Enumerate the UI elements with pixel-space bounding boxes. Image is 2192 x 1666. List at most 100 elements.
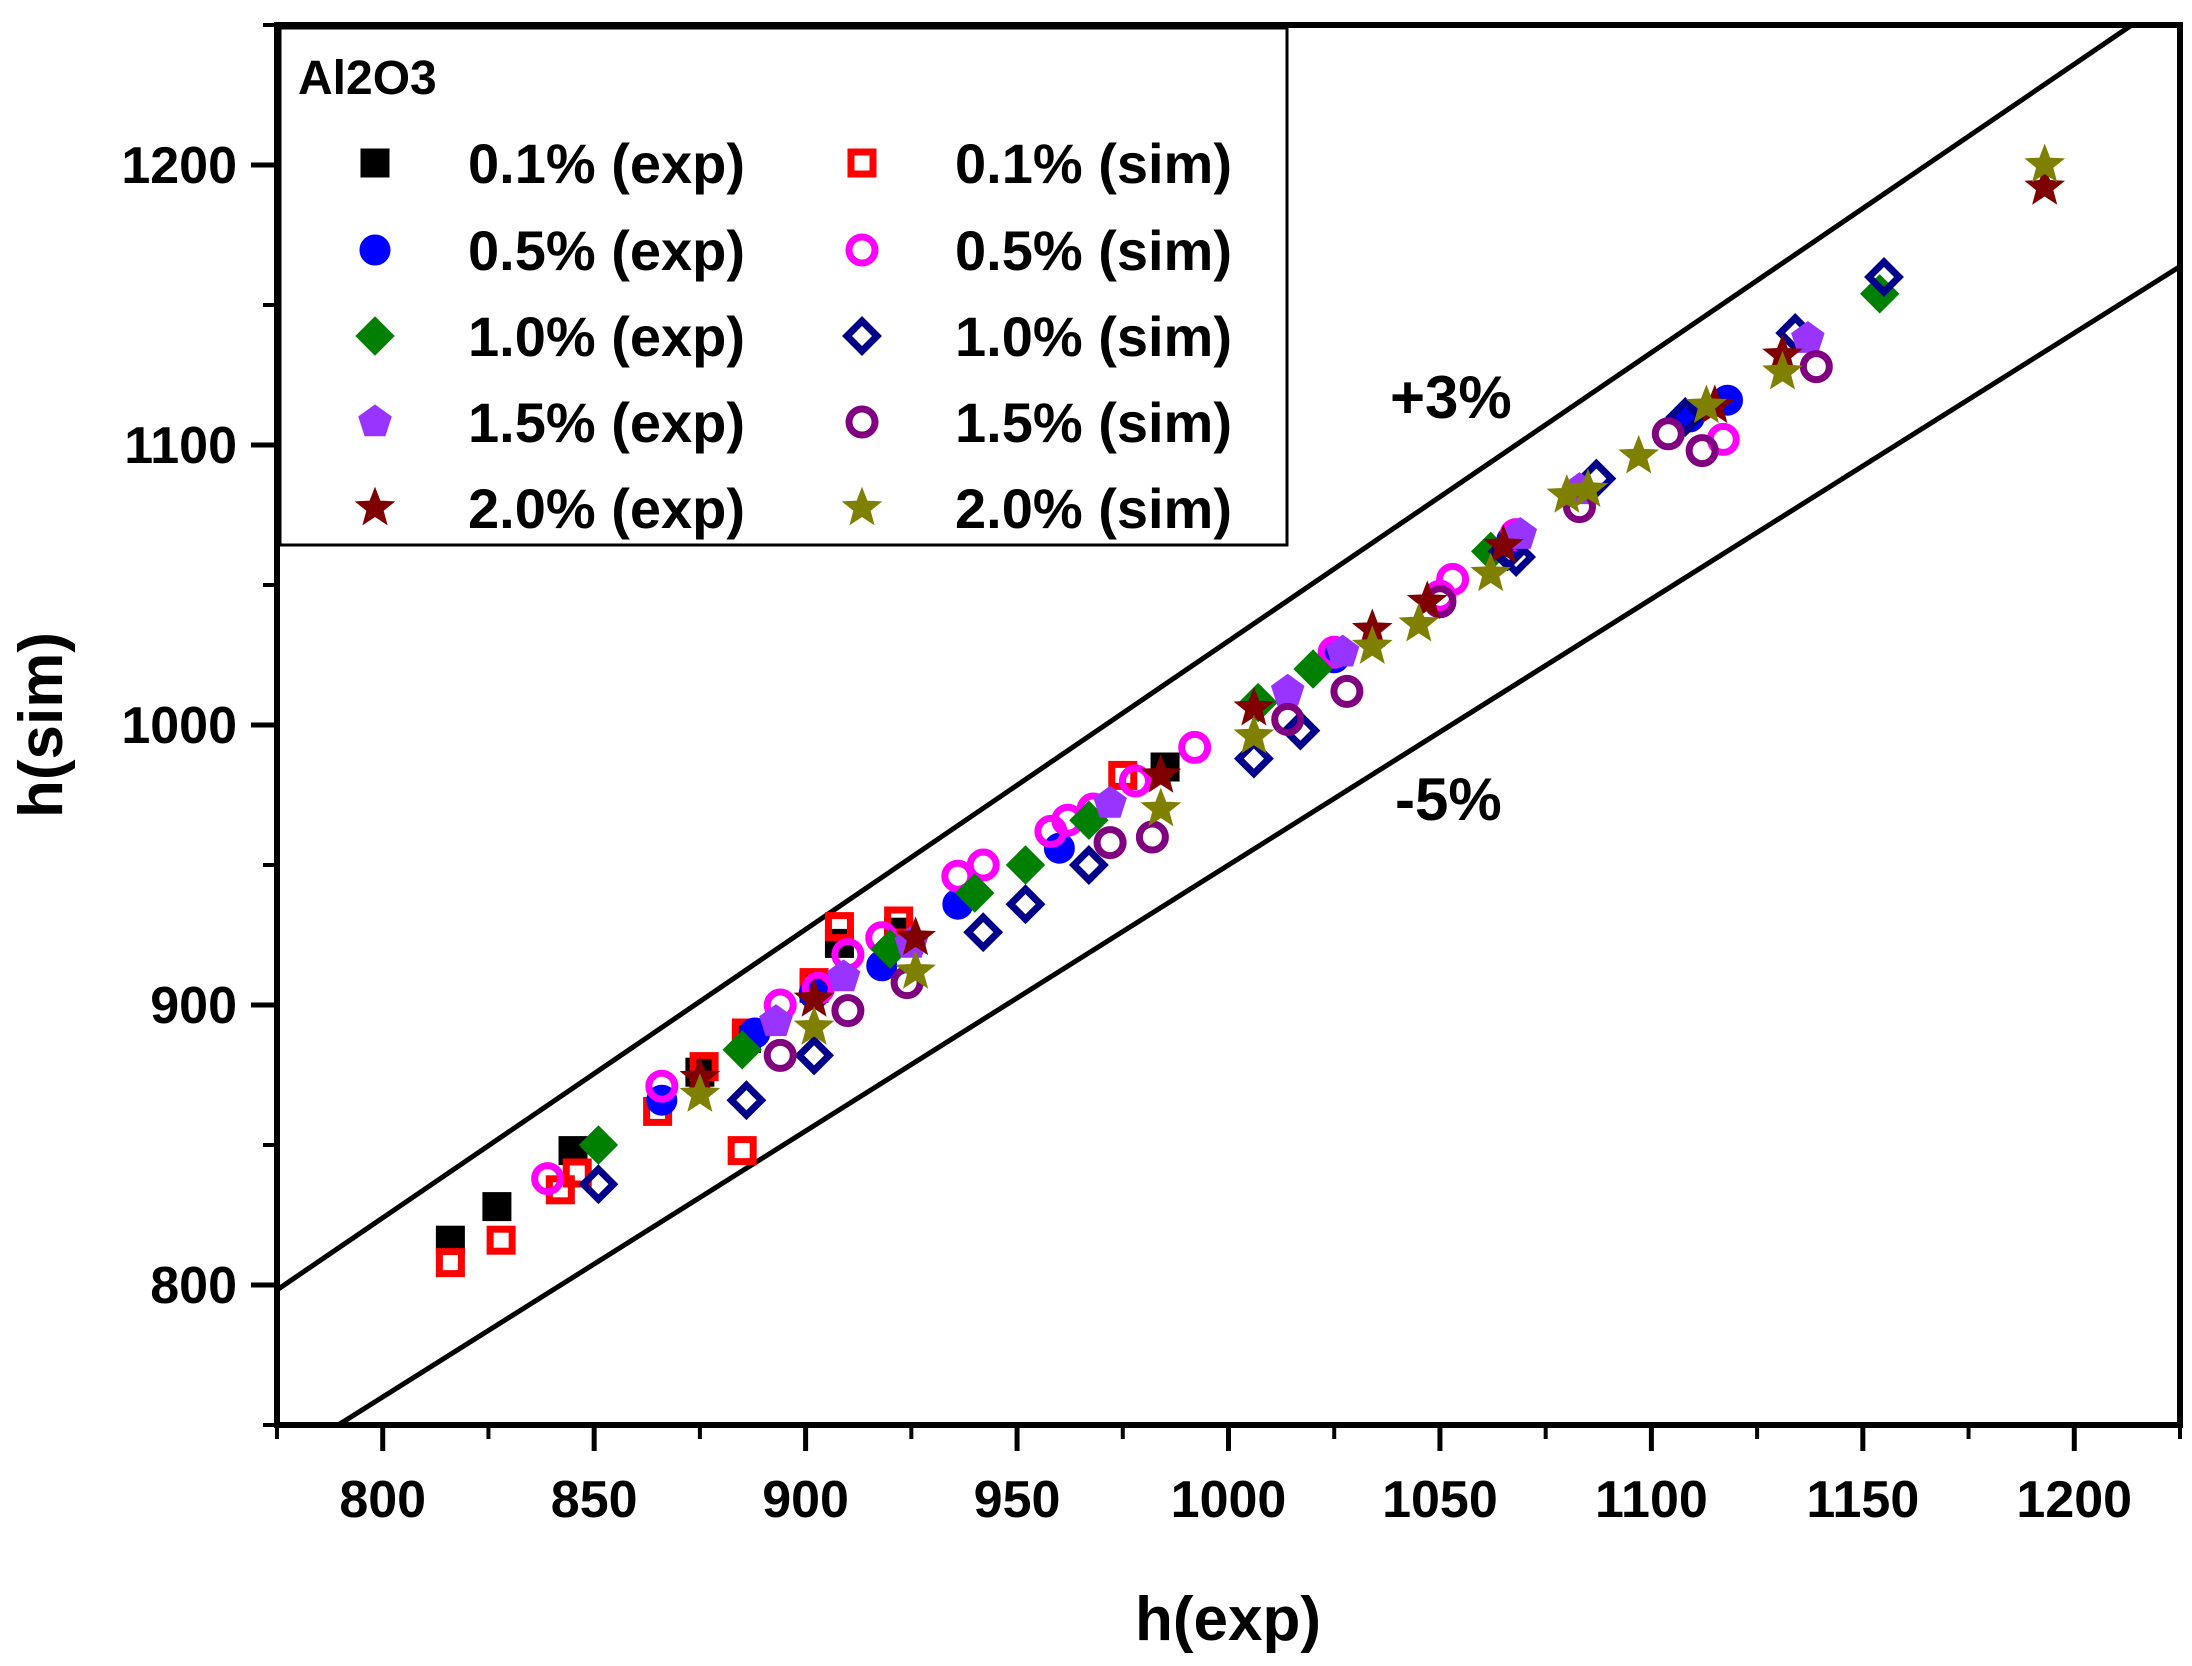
legend-label: 2.0% (sim) [955, 477, 1232, 540]
data-point [578, 1125, 619, 1165]
data-point [1470, 552, 1512, 592]
x-tick-label: 1100 [1595, 1471, 1708, 1529]
reference-line-plus-3-percent [275, 22, 2134, 1292]
data-point [1178, 730, 1212, 764]
legend-label: 1.5% (exp) [468, 391, 745, 454]
data-point [562, 1158, 592, 1188]
legend-label: 0.1% (exp) [468, 132, 745, 195]
data-point [1618, 434, 1660, 474]
x-tick-label: 1200 [2016, 1471, 2132, 1529]
data-point [793, 1005, 835, 1045]
x-tick-label: 1050 [1382, 1471, 1498, 1529]
data-point [1005, 884, 1046, 925]
data-point [1140, 787, 1182, 827]
data-point [1093, 826, 1127, 860]
data-point [1651, 417, 1685, 451]
legend-label: 0.5% (sim) [955, 219, 1232, 282]
data-point [727, 1136, 757, 1166]
x-tick-label: 850 [551, 1471, 638, 1529]
data-point [941, 859, 975, 893]
data-point [482, 1192, 512, 1222]
legend-marker [845, 405, 879, 439]
data-point [963, 912, 1004, 953]
y-tick-label: 1200 [121, 137, 237, 195]
x-tick-label: 1150 [1806, 1471, 1919, 1529]
data-point [679, 1073, 721, 1112]
y-tick-label: 1000 [121, 697, 237, 755]
y-tick-label: 1100 [124, 417, 237, 475]
legend-marker [358, 404, 392, 437]
legend-marker [842, 316, 882, 356]
data-point [2024, 165, 2066, 205]
legend-marker [355, 316, 395, 356]
data-point [1406, 580, 1448, 620]
legend-box [278, 26, 1289, 547]
data-point [1762, 350, 1803, 390]
legend: Al2O3 0.1% (exp) 0.1% (sim) 0.5% (exp) 0.5%… [278, 26, 1289, 547]
data-point [1293, 649, 1333, 689]
data-point [1135, 820, 1169, 854]
data-point [1799, 350, 1833, 384]
data-point [1093, 785, 1127, 818]
data-point [1685, 434, 1719, 468]
data-point [826, 959, 861, 992]
plus-3-percent-label: +3% [1390, 364, 1512, 431]
data-point [1271, 702, 1305, 736]
legend-label: 1.0% (exp) [468, 305, 745, 368]
data-point [1118, 764, 1152, 798]
y-axis: 800 900 1000 1100 1200 [121, 23, 277, 1427]
legend-marker [359, 234, 391, 266]
data-point [895, 949, 936, 989]
data-point [895, 916, 936, 956]
data-point [1005, 845, 1046, 885]
data-point [1398, 602, 1440, 642]
data-point [1280, 710, 1321, 751]
data-point [1325, 634, 1360, 667]
data-point [1233, 714, 1275, 754]
x-axis-title: h(exp) [1135, 1585, 1321, 1654]
data-point [435, 1248, 465, 1278]
minus-5-percent-label: -5% [1395, 766, 1502, 833]
data-point [1483, 524, 1524, 564]
y-tick-label: 800 [150, 1257, 237, 1315]
x-tick-label: 1000 [1171, 1471, 1287, 1529]
legend-items: 0.1% (exp) 0.1% (sim) 0.5% (exp) 0.5% (sim)… [354, 132, 1232, 540]
data-point [1233, 738, 1274, 779]
data-point [531, 1162, 565, 1196]
data-point [794, 1035, 835, 1076]
legend-marker [841, 486, 883, 526]
legend-label: 0.5% (exp) [468, 219, 745, 282]
data-point [1685, 384, 1727, 424]
data-point [1567, 468, 1609, 508]
legend-marker [360, 148, 390, 178]
data-point [955, 873, 995, 913]
x-tick-label: 800 [339, 1471, 426, 1529]
data-point [763, 1038, 797, 1072]
data-point [486, 1225, 516, 1255]
data-point [1351, 625, 1393, 664]
legend-title: Al2O3 [298, 52, 437, 105]
legend-marker [354, 486, 396, 526]
data-point [824, 912, 854, 942]
data-point [722, 1030, 762, 1070]
legend-marker [847, 148, 877, 178]
reference-line-minus-5-percent [336, 264, 2182, 1428]
data-point [578, 1164, 619, 1205]
data-points [435, 143, 2066, 1278]
data-point [831, 994, 865, 1028]
y-axis-title: h(sim) [7, 632, 76, 818]
legend-label: 1.0% (sim) [955, 305, 1232, 368]
data-point [1864, 257, 1904, 297]
data-point [645, 1069, 679, 1103]
x-tick-label: 900 [762, 1471, 849, 1529]
legend-label: 1.5% (sim) [955, 391, 1232, 454]
legend-label: 0.1% (sim) [955, 132, 1232, 195]
data-point [1665, 397, 1706, 437]
x-axis: 800 850 900 950 1000 1050 1100 1150 1200 [275, 1425, 2182, 1529]
data-point [1140, 753, 1182, 793]
data-point [2024, 143, 2066, 183]
y-tick-label: 900 [150, 977, 237, 1035]
data-point [1068, 845, 1109, 885]
x-tick-label: 950 [974, 1471, 1061, 1529]
